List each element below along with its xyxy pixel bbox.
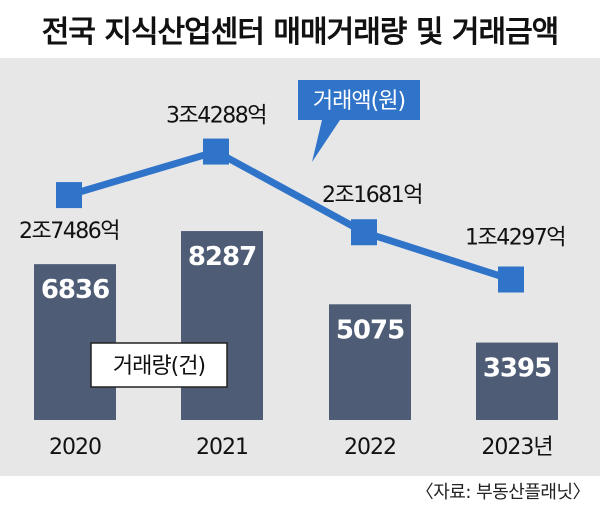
bar-value-label: 3395 <box>483 354 551 384</box>
line-value-label: 2조7486억 <box>19 219 119 244</box>
bar-2022 <box>329 304 411 420</box>
bar-2021 <box>181 231 263 420</box>
line-point-marker <box>498 266 524 293</box>
source-note: 〈자료: 부동산플래닛〉 <box>415 482 591 503</box>
line-legend-label: 거래액(원) <box>313 89 405 114</box>
combo-chart: 6836 8287 5075 3395 2020 2021 2022 2023년 거래량(건) 2… <box>19 80 566 460</box>
bar-2023 <box>476 342 558 420</box>
line-series-path <box>65 148 515 283</box>
line-value-label: 2조1681억 <box>322 183 422 208</box>
line-point-marker <box>203 138 229 165</box>
x-tick-label: 2020 <box>49 435 101 460</box>
line-legend-callout <box>298 80 420 162</box>
bar-value-label: 5075 <box>336 315 404 345</box>
bar-value-label: 8287 <box>188 242 256 272</box>
bar-value-label: 6836 <box>41 275 109 305</box>
bar-legend-label: 거래량(건) <box>113 354 205 379</box>
line-value-label: 3조4288억 <box>166 104 266 129</box>
bar-legend-box <box>90 342 228 388</box>
x-tick-label: 2023년 <box>481 435 552 460</box>
bar-2020 <box>34 264 116 420</box>
line-point-marker <box>56 182 82 209</box>
chart-panel: 6836 8287 5075 3395 2020 2021 2022 2023년 거래량(건) 2… <box>0 58 600 476</box>
x-tick-label: 2022 <box>344 435 396 460</box>
x-tick-label: 2021 <box>196 435 248 460</box>
line-point-marker <box>351 219 377 246</box>
line-value-label: 1조4297억 <box>465 225 565 250</box>
chart-title: 전국 지식산업센터 매매거래량 및 거래금액 <box>41 15 560 50</box>
